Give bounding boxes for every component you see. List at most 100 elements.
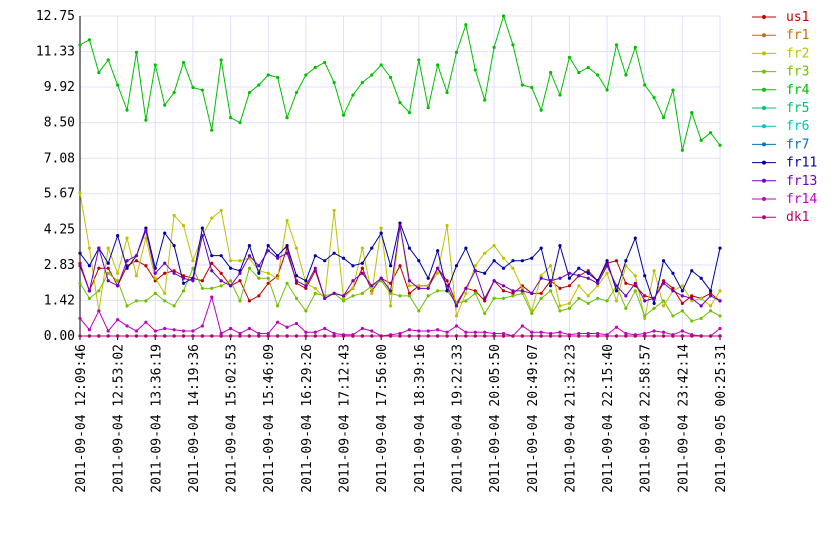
data-point xyxy=(548,70,553,75)
data-point xyxy=(501,334,506,338)
data-point xyxy=(614,299,619,303)
data-point xyxy=(558,276,562,280)
x-tick-label: 2011-09-04 22:15:40 xyxy=(601,344,616,493)
data-point xyxy=(398,294,402,298)
data-point xyxy=(106,266,110,270)
data-point xyxy=(699,138,703,142)
data-point xyxy=(313,266,317,270)
data-point xyxy=(191,259,195,263)
data-point xyxy=(605,299,609,303)
data-point xyxy=(398,221,402,225)
data-point xyxy=(426,286,430,290)
data-point xyxy=(388,75,393,80)
data-point xyxy=(407,294,412,298)
data-point xyxy=(586,65,590,70)
data-point xyxy=(680,329,684,333)
data-point xyxy=(530,291,534,295)
data-point xyxy=(511,266,515,270)
data-point xyxy=(671,334,675,338)
legend-marker xyxy=(762,15,766,19)
data-point xyxy=(426,106,430,110)
data-point xyxy=(445,334,449,338)
data-point xyxy=(134,329,139,333)
data-point xyxy=(699,334,703,338)
data-point xyxy=(247,254,252,258)
data-point xyxy=(144,236,148,240)
data-point xyxy=(454,334,459,338)
data-point xyxy=(351,279,355,283)
data-point xyxy=(332,80,336,85)
data-point xyxy=(210,334,214,338)
data-point xyxy=(294,90,299,95)
data-point xyxy=(661,330,666,334)
data-point xyxy=(643,314,647,318)
data-point xyxy=(671,88,675,92)
data-point xyxy=(661,299,666,303)
data-point xyxy=(219,271,223,275)
data-point xyxy=(153,329,157,333)
data-point xyxy=(87,246,92,250)
legend-label: fr4 xyxy=(786,83,810,98)
data-point xyxy=(153,276,157,280)
data-point xyxy=(426,334,430,338)
data-point xyxy=(388,291,393,295)
legend-marker xyxy=(762,106,766,110)
data-point xyxy=(680,301,684,305)
data-point xyxy=(294,279,299,283)
data-point xyxy=(351,93,355,97)
data-point xyxy=(266,73,270,77)
data-point xyxy=(473,68,477,72)
data-point xyxy=(228,266,233,270)
data-point xyxy=(332,334,336,338)
data-point xyxy=(567,271,572,275)
x-tick-label: 2011-09-04 17:12:43 xyxy=(338,344,353,493)
legend-label: fr3 xyxy=(786,65,809,80)
data-point xyxy=(624,306,628,310)
data-point xyxy=(106,329,110,333)
data-point xyxy=(97,70,101,75)
data-point xyxy=(548,279,553,283)
data-point xyxy=(266,244,270,248)
data-point xyxy=(586,301,590,305)
data-point xyxy=(577,274,581,278)
series-line xyxy=(79,192,721,319)
data-point xyxy=(257,83,261,87)
data-point xyxy=(473,291,477,295)
data-point xyxy=(172,328,176,332)
x-tick-label: 2011-09-04 16:29:26 xyxy=(300,344,315,493)
data-point xyxy=(370,284,374,288)
data-point xyxy=(492,296,496,300)
data-point xyxy=(464,291,468,295)
data-point xyxy=(596,281,600,285)
data-point xyxy=(454,314,459,318)
data-point xyxy=(614,284,619,288)
y-tick-label: 7.08 xyxy=(44,151,75,166)
series-line xyxy=(79,221,721,306)
data-point xyxy=(492,259,496,263)
data-point xyxy=(426,276,430,280)
data-point xyxy=(172,304,176,308)
data-point xyxy=(661,304,666,308)
data-point xyxy=(106,271,110,275)
data-point xyxy=(511,43,515,47)
data-point xyxy=(511,291,515,295)
data-point xyxy=(464,246,468,250)
y-tick-label: 9.92 xyxy=(44,80,75,95)
legend-label: fr11 xyxy=(786,156,817,171)
data-point xyxy=(501,14,506,18)
data-point xyxy=(501,256,506,260)
data-point xyxy=(558,309,562,313)
data-point xyxy=(313,291,317,295)
data-point xyxy=(144,334,148,338)
data-point xyxy=(323,296,327,300)
data-point xyxy=(294,281,299,285)
data-point xyxy=(577,266,581,270)
data-point xyxy=(144,226,148,230)
data-point xyxy=(520,286,524,290)
data-point xyxy=(605,88,609,92)
legend-label: fr2 xyxy=(786,46,809,61)
data-point xyxy=(483,296,487,300)
data-point xyxy=(163,299,167,303)
data-point xyxy=(163,103,167,107)
data-point xyxy=(643,334,647,338)
